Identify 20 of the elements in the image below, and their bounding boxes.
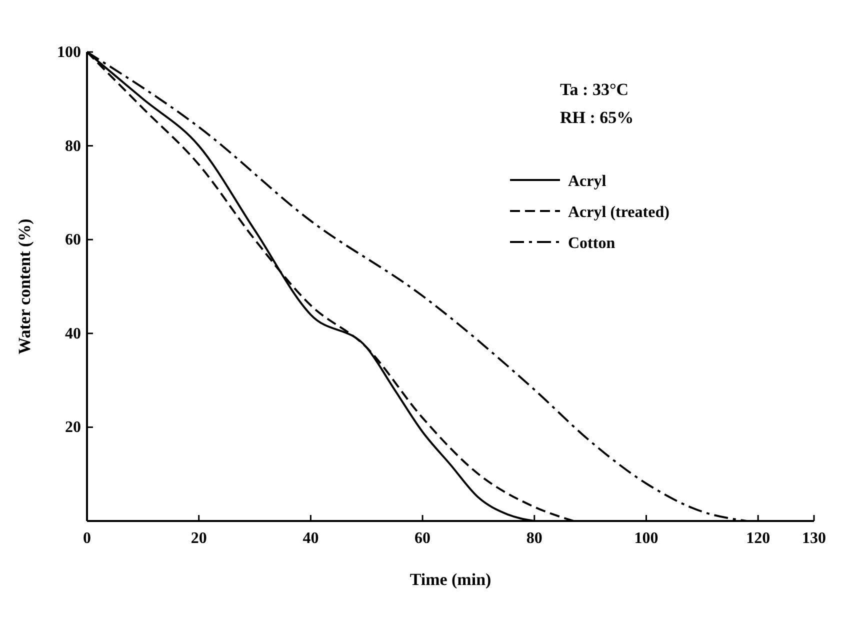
y-axis-title: Water content (%) [15, 218, 34, 354]
y-tick-label: 20 [65, 419, 81, 436]
x-tick-label: 100 [634, 530, 658, 547]
legend-label: Acryl [568, 173, 607, 190]
x-tick-label: 60 [414, 530, 431, 547]
x-axis-title: Time (min) [410, 570, 492, 589]
x-tick-label: 40 [302, 530, 319, 547]
x-tick-label: 120 [746, 530, 770, 547]
y-tick-label: 40 [65, 325, 81, 342]
legend-label: Cotton [568, 235, 616, 252]
legend-label: Acryl (treated) [568, 204, 670, 221]
x-tick-label: 130 [802, 530, 826, 547]
y-tick-label: 80 [65, 138, 81, 155]
x-tick-label: 20 [190, 530, 207, 547]
x-tick-label: 80 [526, 530, 542, 547]
y-tick-label: 100 [57, 44, 81, 61]
annotation: Ta : 33°C [560, 80, 629, 99]
annotation: RH : 65% [560, 108, 634, 127]
y-tick-label: 60 [65, 232, 81, 249]
x-tick-label: 0 [83, 530, 91, 547]
